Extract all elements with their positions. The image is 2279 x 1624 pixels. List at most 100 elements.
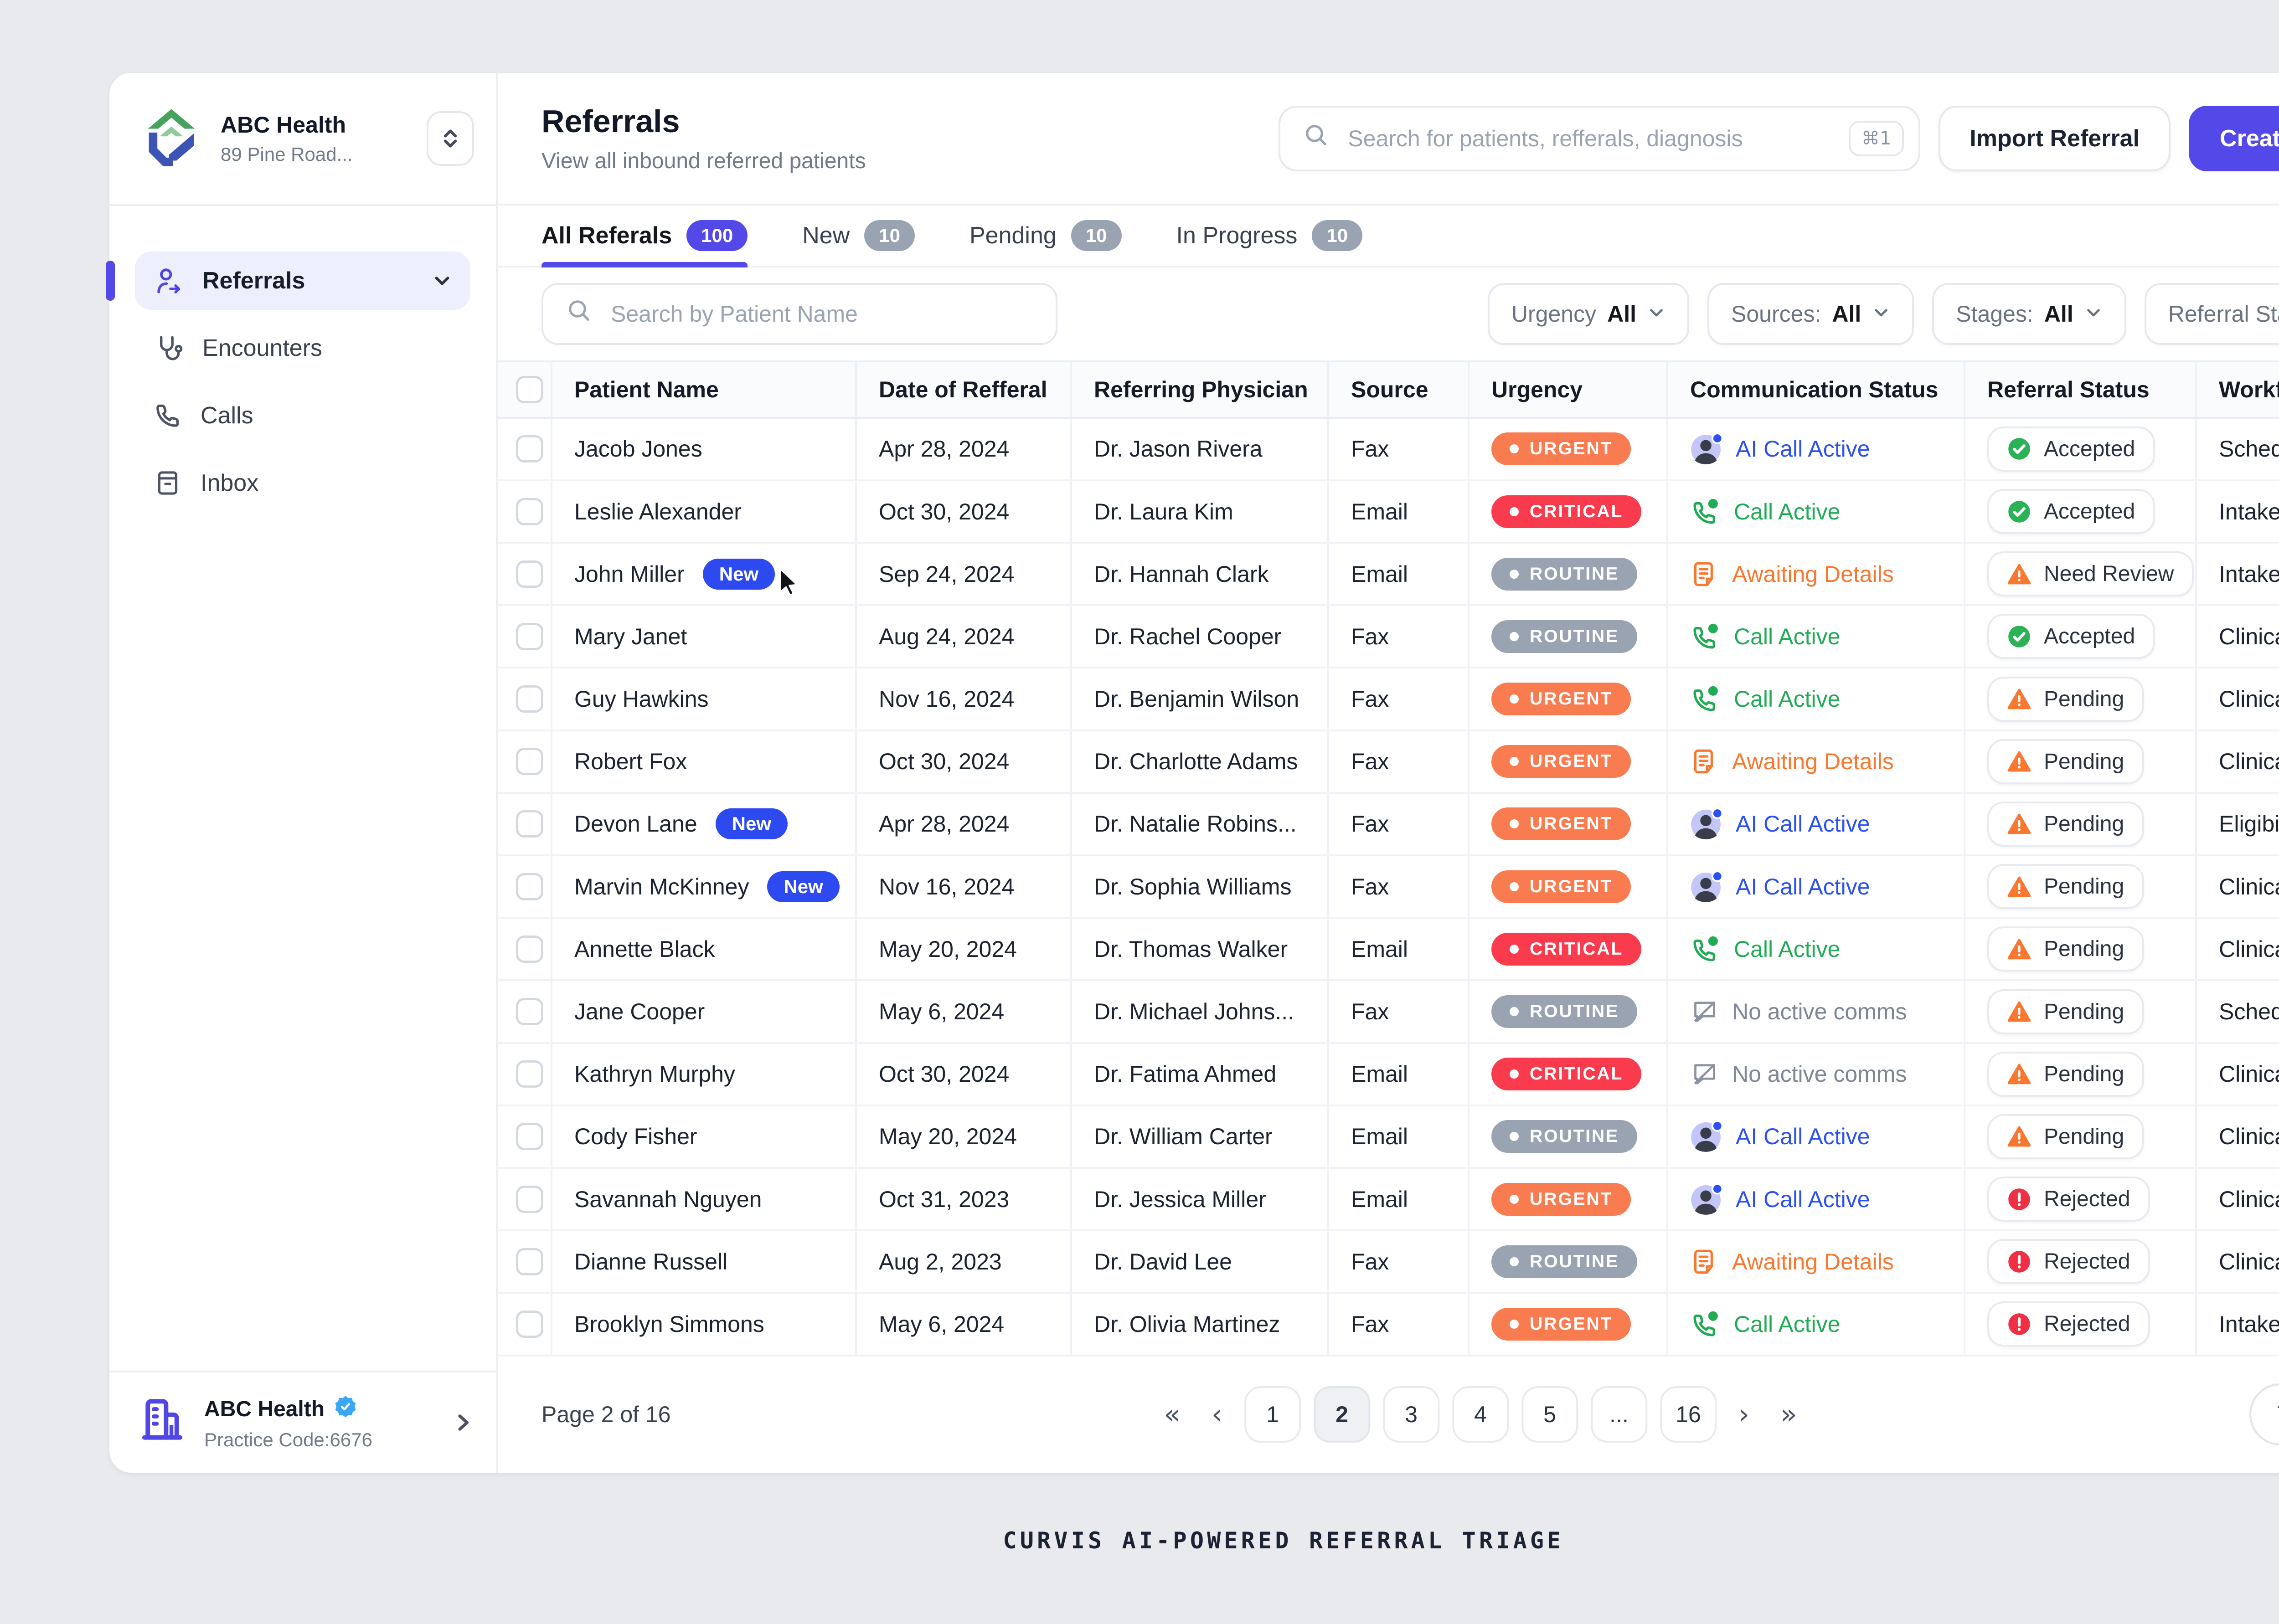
row-checkbox[interactable] [498,731,552,792]
column-header-source[interactable]: Source [1329,362,1469,417]
page-size-select[interactable]: 7 / page [2249,1383,2279,1446]
chevron-down-icon [1647,301,1665,327]
referral-status-cell: Rejected [1965,1294,2197,1355]
next-page-button[interactable]: › [1729,1398,1758,1430]
ai-avatar-icon [1690,432,1723,465]
urgency-cell: ROUTINE [1469,1231,1668,1292]
row-checkbox[interactable] [498,481,552,542]
urgency-cell: ROUTINE [1469,1106,1668,1167]
tab-all-referals[interactable]: All Referals 100 [541,206,748,267]
select-all-checkbox[interactable] [498,362,552,417]
practice-card[interactable]: ABC Health Practice Code:6676 [109,1371,496,1473]
communication-status: AI Call Active [1690,1120,1870,1153]
first-page-button[interactable]: « [1155,1398,1190,1430]
filter-urgency[interactable]: Urgency All [1487,283,1690,345]
table-header: Patient Name Date of Refferal Referring Ph… [498,360,2279,419]
column-header-urgency[interactable]: Urgency [1469,362,1668,417]
communication-status: Awaiting Details [1690,560,1894,589]
referral-status-label: Accepted [2044,437,2135,461]
table-row[interactable]: Savannah Nguyen Oct 31, 2023 Dr. Jessica M… [498,1168,2279,1232]
prev-page-button[interactable]: ‹ [1202,1398,1232,1430]
workflow-stage: Intake Review [2219,561,2279,587]
table-row[interactable]: Devon Lane New Apr 28, 2024 Dr. Natalie Rob… [498,793,2279,857]
table-row[interactable]: Jane Cooper May 6, 2024 Dr. Michael Johns.… [498,981,2279,1044]
table-row[interactable]: Cody Fisher May 20, 2024 Dr. William Carte… [498,1106,2279,1169]
row-checkbox[interactable] [498,606,552,667]
warning-triangle-icon [2007,875,2031,899]
row-checkbox[interactable] [498,1106,552,1167]
global-search[interactable]: ⌘1 [1279,105,1921,171]
table-row[interactable]: Guy Hawkins Nov 16, 2024 Dr. Benjamin Wils… [498,668,2279,731]
row-checkbox[interactable] [498,1294,552,1355]
filter-stages[interactable]: Stages: All [1932,283,2126,345]
sidebar-item-encounters[interactable]: Encounters [135,319,470,377]
row-checkbox[interactable] [498,668,552,730]
row-checkbox[interactable] [498,981,552,1042]
row-checkbox[interactable] [498,856,552,917]
urgency-cell: CRITICAL [1469,481,1668,542]
row-checkbox[interactable] [498,418,552,479]
page-4[interactable]: 4 [1452,1386,1509,1443]
practice-code: Practice Code:6676 [204,1429,372,1450]
page-3[interactable]: 3 [1383,1386,1439,1443]
column-header-patient-name[interactable]: Patient Name [552,362,857,417]
import-referral-button[interactable]: Import Referral [1939,105,2171,171]
row-checkbox[interactable] [498,1043,552,1105]
main-panel: Referrals View all inbound referred pati… [498,73,2279,1473]
sidebar-item-calls[interactable]: Calls [135,386,470,445]
create-referral-button[interactable]: Create Refferal [2189,105,2279,171]
urgency-cell: URGENT [1469,731,1668,792]
dot-icon [1510,882,1519,891]
row-checkbox[interactable] [498,1168,552,1230]
table-row[interactable]: Dianne Russell Aug 2, 2023 Dr. David Lee Fa… [498,1231,2279,1294]
urgency-badge: URGENT [1491,683,1631,716]
tab-in-progress[interactable]: In Progress 10 [1176,206,1363,266]
tab-pending[interactable]: Pending 10 [969,206,1122,266]
page-1[interactable]: 1 [1244,1386,1301,1443]
row-checkbox[interactable] [498,544,552,605]
dot-icon [1510,1132,1519,1141]
sidebar-item-inbox[interactable]: Inbox [135,454,470,512]
column-header-referring-physician[interactable]: Referring Physician [1072,362,1329,417]
source: Email [1329,481,1469,542]
row-checkbox[interactable] [498,1231,552,1292]
row-checkbox[interactable] [498,919,552,980]
table-row[interactable]: Brooklyn Simmons May 6, 2024 Dr. Olivia Ma… [498,1294,2279,1357]
page-5[interactable]: 5 [1521,1386,1578,1443]
table-row[interactable]: Robert Fox Oct 30, 2024 Dr. Charlotte Adam… [498,731,2279,794]
table-row[interactable]: John Miller New Sep 24, 2024 Dr. Hannah Cla… [498,544,2279,606]
table-row[interactable]: Leslie Alexander Oct 30, 2024 Dr. Laura Ki… [498,481,2279,544]
tab-new[interactable]: New 10 [802,206,915,266]
practice-switcher-button[interactable] [427,111,474,166]
patient-name-cell: Brooklyn Simmons [552,1294,857,1355]
communication-status-cell: Awaiting Details [1668,1231,1965,1292]
table-row[interactable]: Marvin McKinney New Nov 16, 2024 Dr. Sophia… [498,856,2279,919]
communication-status-label: AI Call Active [1736,1186,1870,1212]
last-page-button[interactable]: » [1771,1398,1806,1430]
page-ellipsis[interactable]: ... [1591,1386,1647,1443]
dot-icon [1510,632,1519,641]
column-header-date-of-refferal[interactable]: Date of Refferal [857,362,1072,417]
patient-search-input[interactable] [607,298,1034,329]
filter-referral-status[interactable]: Referral Status:All [2144,283,2279,345]
page-2[interactable]: 2 [1314,1386,1370,1443]
sidebar-item-label: Referrals [202,267,305,294]
patient-search[interactable] [541,283,1057,345]
filter-sources[interactable]: Sources: All [1707,283,1914,345]
table-row[interactable]: Jacob Jones Apr 28, 2024 Dr. Jason Rivera F… [498,418,2279,481]
patient-name: Mary Janet [574,623,687,649]
column-header-communication-status[interactable]: Communication Status [1668,362,1965,417]
table-row[interactable]: Kathryn Murphy Oct 30, 2024 Dr. Fatima Ahm… [498,1043,2279,1106]
filter-label: Stages: [1956,301,2033,327]
page-16[interactable]: 16 [1660,1386,1717,1443]
sidebar-item-referrals[interactable]: Referrals [106,252,470,310]
row-checkbox[interactable] [498,793,552,855]
table-row[interactable]: Mary Janet Aug 24, 2024 Dr. Rachel Cooper F… [498,606,2279,669]
patient-name: Dianne Russell [574,1249,728,1275]
referral-date: Nov 16, 2024 [857,668,1072,730]
global-search-input[interactable] [1344,123,1834,154]
column-header-referral-status[interactable]: Referral Status [1965,362,2197,417]
column-header-workflow-stage[interactable]: Workflow Stage [2219,376,2279,402]
table-row[interactable]: Annette Black May 20, 2024 Dr. Thomas Walk… [498,919,2279,982]
